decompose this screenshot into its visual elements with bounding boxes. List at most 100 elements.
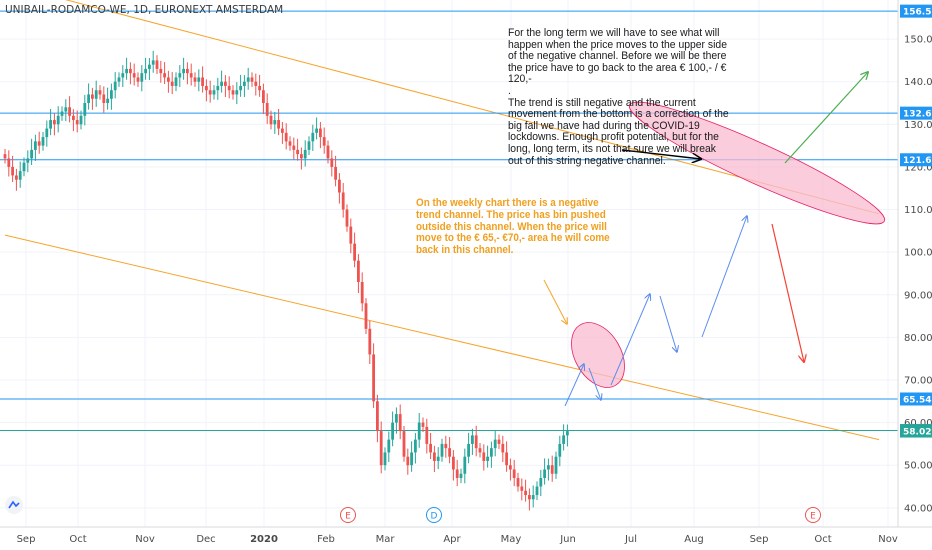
candle-body [398,414,402,432]
price-level-badge: 65.54 [903,395,931,405]
candle-body [482,452,486,461]
y-tick-label: 140.00 [904,77,932,88]
candle-body [463,456,467,474]
candle-body [501,443,505,453]
candle-body [26,158,30,163]
event-marker[interactable]: D [426,507,442,523]
event-marker-circle [426,507,442,523]
candle-body [37,141,41,146]
y-tick-label: 120.00 [904,162,932,173]
event-marker[interactable]: E [340,507,356,523]
candle-body [68,107,71,116]
candle-body [201,77,204,86]
event-marker-circle [340,507,356,523]
candle-body [307,141,311,150]
candle-body [227,85,231,91]
candle-body [102,94,106,104]
x-tick-label: Oct [69,534,86,545]
price-level-badge: 156.56 [903,7,932,17]
candle-body [368,328,372,355]
candle-body [531,495,535,500]
x-axis[interactable]: Sep Oct Nov Dec 2020 Feb Mar Apr May Jun Jul Aug Sep… [17,534,898,545]
candle-body [425,426,429,444]
candle-body [558,443,562,457]
price-level-badge: 121.68 [903,156,932,166]
candle-body [341,192,345,210]
green-arrow [784,72,868,164]
x-tick-label: 2020 [250,534,278,545]
candle-body [197,77,201,82]
candle-body [224,81,227,86]
candle-body [64,107,68,112]
event-marker-label: D [431,512,438,522]
candle-body [505,452,508,466]
symbol-title[interactable]: UNIBAIL-RODAMCO-WE, 1D, EURONEXT AMSTERD… [5,4,284,16]
candlesticks [3,50,569,511]
x-tick-label: Aug [684,534,704,545]
candle-body [391,422,394,440]
candle-body [243,81,246,86]
y-tick-label: 40.00 [904,503,932,514]
event-marker[interactable]: E [805,507,821,523]
candle-body [452,456,455,470]
candle-body [528,495,531,500]
candle-body [395,414,398,423]
candle-body [357,260,360,282]
candle-body [429,443,432,453]
x-tick-label: Apr [443,534,461,545]
candle-body [208,90,212,95]
candle-body [163,73,166,78]
y-tick-label: 80.00 [904,333,932,344]
blue-path-arrow [659,295,677,352]
x-tick-label: May [501,534,522,545]
chart-grid [0,0,898,527]
trend-lines [4,0,880,441]
candle-body [212,90,216,95]
x-tick-label: Jul [624,534,637,545]
candle-body [45,128,49,138]
candle-body [151,60,155,65]
candle-body [284,132,288,142]
y-tick-label: 110.00 [904,205,932,216]
tradingview-logo-icon[interactable] [5,496,23,514]
x-tick-label: Mar [376,534,396,545]
candle-body [471,435,474,444]
candle-body [410,452,413,466]
blue-path-arrow [588,367,601,400]
x-tick-label: Sep [17,534,36,545]
candle-body [509,465,512,470]
candle-body [34,141,37,150]
candle-body [566,431,569,436]
candle-body [520,486,524,491]
y-tick-label: 150.00 [904,35,932,46]
red-arrow [771,223,804,362]
candle-body [273,120,277,125]
candle-body [49,120,52,129]
horizontal-levels [0,10,898,432]
blue-path-arrow [610,294,650,386]
candle-body [246,77,250,82]
candle-body [170,81,174,86]
y-axis[interactable]: 40.00 50.00 60.00 70.00 80.00 90.00 100.00 110.… [904,35,932,515]
candle-body [125,68,128,74]
candle-body [277,120,280,129]
candle-body [15,175,18,180]
candle-body [254,81,258,86]
candle-body [106,98,109,104]
note-weekly: On the weekly chart there is a negative … [416,197,610,257]
trend-channel-line [64,0,880,215]
candle-body [22,162,26,172]
candle-body [455,469,459,478]
candle-body [155,60,159,69]
candle-body [433,452,436,461]
candle-body [448,448,451,457]
candle-body [269,115,273,125]
candle-body [436,456,440,461]
candle-body [353,243,356,261]
candle-body [547,465,550,470]
candle-body [421,422,425,427]
candle-body [319,128,322,138]
